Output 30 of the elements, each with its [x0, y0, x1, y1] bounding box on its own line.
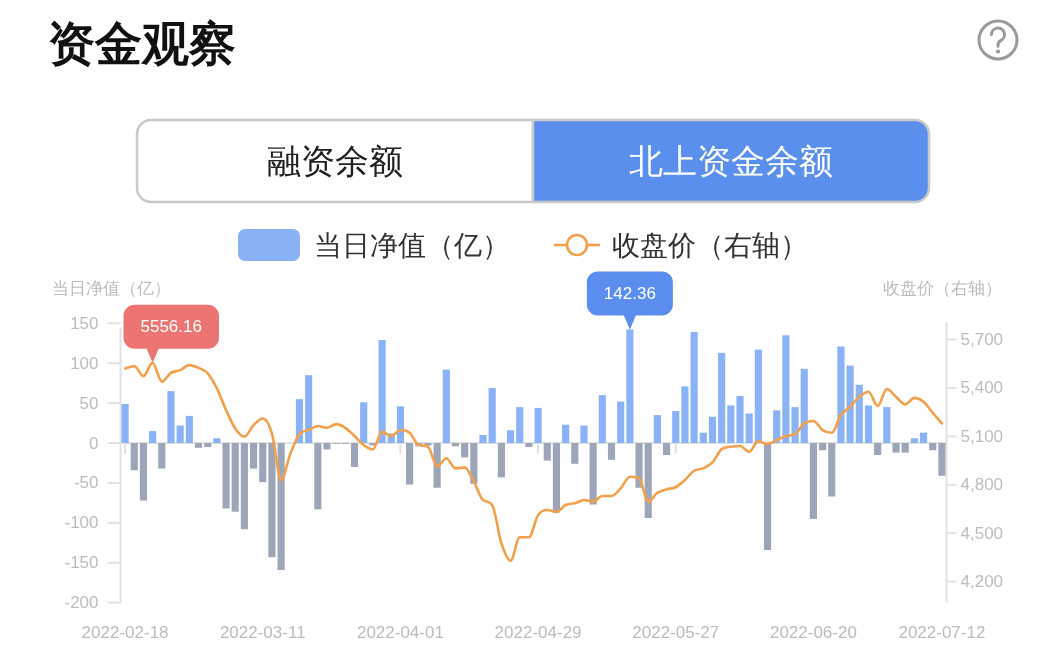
x-tick-label: 2022-06-20: [769, 622, 857, 642]
ylabel: 当日净值（亿）: [52, 278, 171, 298]
y2-tick-label: 5,100: [960, 426, 1004, 446]
y-tick-label: 150: [70, 313, 99, 333]
subtitle: 北上资金余额: [629, 142, 833, 180]
y-tick-label: 100: [70, 353, 99, 373]
y2-tick-label: 4,200: [960, 572, 1004, 592]
y-tick-label: -100: [64, 513, 99, 533]
value-label: 142.36: [603, 283, 656, 303]
y2-tick-label: 5,700: [960, 329, 1004, 349]
y-tick-label: -50: [73, 473, 99, 493]
x-tick-label: 2022-04-01: [356, 622, 444, 642]
x-tick-label: 2022-05-27: [632, 622, 720, 642]
x-tick-label: 2022-03-11: [219, 622, 306, 642]
y-tick-label: -150: [64, 553, 99, 573]
value-label: 5556.16: [140, 317, 202, 337]
y2-tick-label: 4,500: [960, 523, 1004, 543]
y-tick-label: -200: [64, 593, 99, 613]
x-tick-label: 2022-02-18: [81, 622, 169, 642]
y2label: 收盘价（右轴）: [883, 278, 1002, 298]
x-tick-label: 2022-04-29: [494, 622, 582, 642]
legend-label: 当日净值（亿）: [314, 229, 510, 261]
y-tick-label: 0: [89, 433, 99, 453]
y2-tick-label: 5,400: [960, 378, 1004, 398]
x-tick-label: 2022-07-12: [898, 622, 986, 642]
legend-label: 收盘价（右轴）: [612, 229, 808, 261]
y2-tick-label: 4,800: [960, 475, 1004, 495]
title: 资金观察: [48, 16, 236, 70]
annotation: 融资余额: [267, 142, 403, 180]
y-tick-label: 50: [79, 393, 99, 413]
